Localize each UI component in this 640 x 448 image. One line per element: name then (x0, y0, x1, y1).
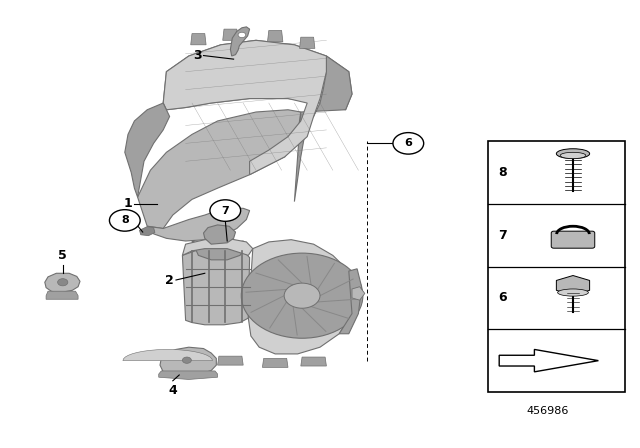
Polygon shape (159, 371, 218, 379)
Circle shape (284, 283, 320, 308)
FancyBboxPatch shape (488, 141, 625, 392)
Polygon shape (138, 110, 301, 228)
Polygon shape (163, 40, 352, 110)
Text: 4: 4 (168, 384, 177, 397)
Polygon shape (182, 249, 250, 325)
Polygon shape (339, 269, 362, 334)
Polygon shape (186, 354, 211, 363)
Text: 5: 5 (58, 249, 67, 262)
Circle shape (241, 253, 363, 338)
Polygon shape (147, 208, 250, 241)
Polygon shape (294, 56, 352, 202)
Polygon shape (125, 103, 170, 197)
Circle shape (58, 279, 68, 286)
Circle shape (393, 133, 424, 154)
Polygon shape (218, 356, 243, 365)
Polygon shape (46, 291, 78, 299)
Polygon shape (268, 30, 283, 42)
Polygon shape (45, 273, 80, 292)
Ellipse shape (557, 289, 588, 296)
Polygon shape (556, 276, 589, 295)
Polygon shape (192, 241, 246, 260)
Text: 8: 8 (121, 215, 129, 225)
Text: 6: 6 (404, 138, 412, 148)
Polygon shape (204, 225, 236, 244)
Polygon shape (163, 40, 326, 175)
Ellipse shape (556, 149, 589, 159)
Polygon shape (223, 29, 238, 40)
Polygon shape (191, 34, 206, 45)
Polygon shape (352, 287, 365, 300)
Ellipse shape (560, 152, 586, 159)
Circle shape (182, 357, 191, 363)
Text: 1: 1 (124, 197, 132, 211)
Polygon shape (300, 37, 315, 48)
Polygon shape (140, 227, 155, 236)
Text: 456986: 456986 (526, 406, 568, 416)
Text: 7: 7 (221, 206, 229, 215)
Text: 7: 7 (498, 228, 507, 242)
Polygon shape (301, 357, 326, 366)
Polygon shape (182, 238, 253, 255)
Polygon shape (230, 27, 250, 56)
Circle shape (238, 32, 246, 38)
Text: 6: 6 (498, 291, 506, 305)
Polygon shape (123, 349, 212, 361)
Polygon shape (262, 358, 288, 367)
Circle shape (109, 210, 140, 231)
Text: 2: 2 (165, 274, 174, 288)
Circle shape (210, 200, 241, 221)
FancyBboxPatch shape (551, 231, 595, 248)
Polygon shape (248, 240, 355, 354)
Text: 3: 3 (193, 49, 202, 62)
Polygon shape (160, 347, 216, 375)
Text: 8: 8 (498, 166, 506, 179)
